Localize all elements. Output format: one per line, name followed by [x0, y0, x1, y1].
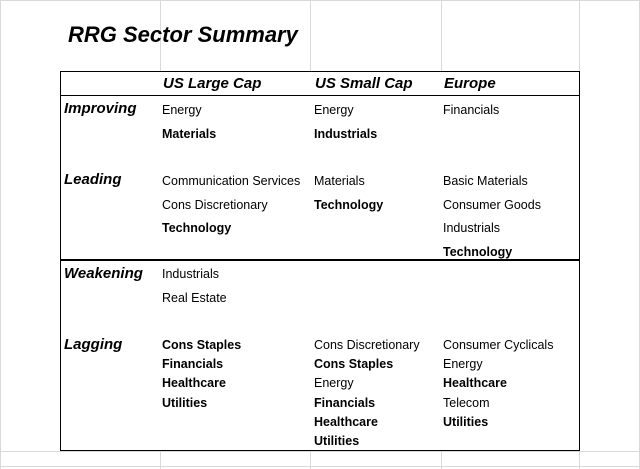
sector-entry: Communication Services	[162, 174, 301, 188]
sector-entry: Financials	[314, 395, 376, 410]
row-header-weakening: Weakening	[64, 265, 143, 282]
sector-entry: Energy	[314, 376, 354, 391]
sector-entry: Financials	[162, 357, 224, 372]
column-header-us-small-cap: US Small Cap	[315, 75, 413, 92]
sector-entry: Utilities	[314, 434, 360, 448]
sector-entry: Energy	[314, 103, 354, 117]
sector-entry: Consumer Goods	[443, 197, 541, 212]
sector-entry: Healthcare	[314, 414, 378, 429]
sector-entry: Cons Staples	[162, 338, 242, 352]
column-header-europe: Europe	[444, 75, 496, 92]
row-header-improving: Improving	[64, 100, 137, 117]
gridline-horizontal	[0, 466, 640, 467]
column-header-us-large-cap: US Large Cap	[163, 75, 262, 92]
sector-entry: Cons Discretionary	[314, 338, 420, 352]
sector-entry: Materials	[314, 174, 365, 188]
sector-entry: Industrials	[162, 267, 219, 281]
sector-entry: Technology	[314, 197, 384, 212]
sector-entry: Real Estate	[162, 290, 227, 305]
sector-entry: Cons Staples	[314, 357, 394, 372]
sector-entry: Cons Discretionary	[162, 197, 268, 212]
sector-entry: Utilities	[162, 395, 208, 410]
sector-entry: Healthcare	[162, 376, 226, 391]
gridline-horizontal	[0, 0, 640, 1]
table-block-bottom	[60, 260, 580, 451]
sector-entry: Financials	[443, 103, 500, 117]
table-block-top	[60, 71, 580, 260]
sector-entry: Materials	[162, 126, 217, 141]
page-title: RRG Sector Summary	[68, 22, 298, 47]
sector-entry: Telecom	[443, 395, 490, 410]
sector-entry: Energy	[443, 357, 483, 372]
sector-entry: Technology	[162, 221, 232, 235]
sector-entry: Energy	[162, 103, 202, 117]
sector-entry: Healthcare	[443, 376, 507, 391]
gridline-horizontal	[0, 451, 640, 452]
sector-entry: Technology	[443, 244, 513, 259]
row-header-lagging: Lagging	[64, 336, 123, 353]
sector-entry: Utilities	[443, 414, 489, 429]
row-header-leading: Leading	[64, 171, 122, 188]
gridline-vertical	[0, 0, 1, 469]
sector-entry: Industrials	[443, 221, 500, 235]
header-divider	[60, 95, 580, 96]
sector-entry: Industrials	[314, 126, 378, 141]
sector-entry: Basic Materials	[443, 174, 528, 188]
sector-entry: Consumer Cyclicals	[443, 338, 554, 352]
